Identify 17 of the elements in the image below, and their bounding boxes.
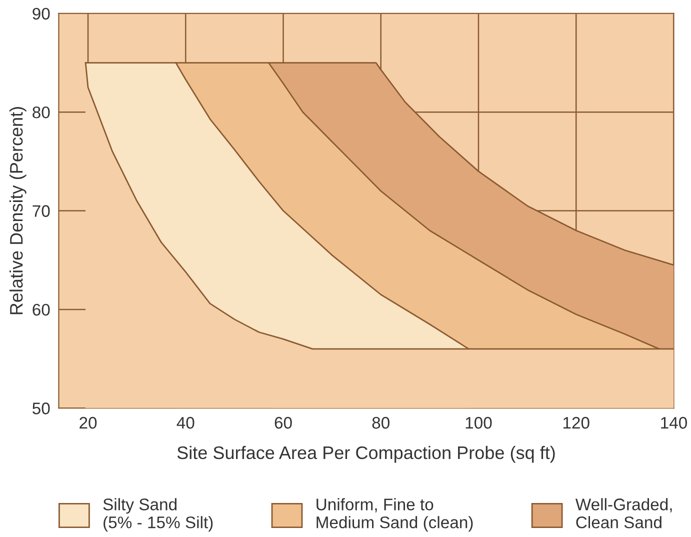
legend-label: Well-Graded, Clean Sand [575,498,672,528]
y-tick-label: 80 [32,106,50,118]
x-tick-label: 40 [176,416,194,429]
legend-label: Uniform, Fine to Medium Sand (clean) [316,498,473,532]
y-tick-label: 60 [32,304,50,316]
x-tick-label: 100 [466,416,492,429]
x-tick-label: 60 [274,416,292,429]
y-axis-title: Relative Density (Percent) [9,107,26,314]
y-tick-label: 90 [32,8,50,20]
y-tick-label: 50 [32,402,50,414]
legend-label: Silty Sand (5% - 15% Silt) [103,498,213,532]
x-tick-label: 120 [563,416,590,429]
x-axis-title: Site Surface Area Per Compaction Probe (sq ft) [177,446,555,463]
x-tick-label: 80 [372,416,390,429]
x-tick-label: 140 [661,416,687,429]
x-tick-label: 20 [80,416,97,429]
y-tick-label: 70 [32,205,50,217]
